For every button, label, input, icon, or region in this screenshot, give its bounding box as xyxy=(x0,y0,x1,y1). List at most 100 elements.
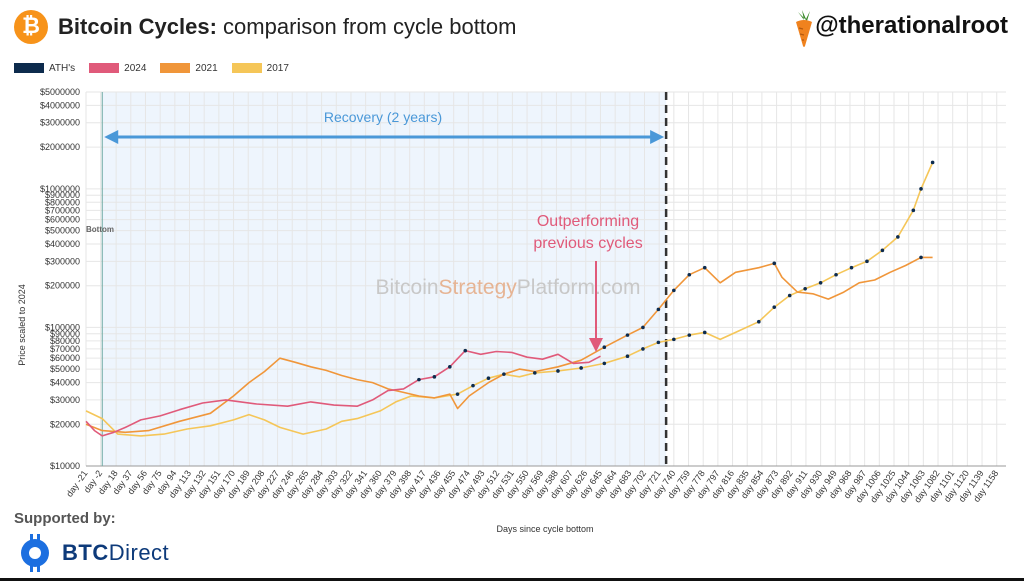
ath-marker xyxy=(625,354,630,358)
ath-markers xyxy=(417,160,935,396)
recovery-label: Recovery (2 years) xyxy=(324,109,442,125)
ath-marker xyxy=(787,293,792,298)
recovery-region xyxy=(102,92,667,466)
ath-marker xyxy=(834,272,838,277)
ath-marker xyxy=(702,330,707,335)
ath-marker xyxy=(911,208,916,213)
y-tick-label: $1000000 xyxy=(40,184,80,194)
y-tick-label: $10000 xyxy=(50,461,80,471)
y-tick-label: $4000000 xyxy=(40,100,80,110)
bottom-label: Bottom xyxy=(86,225,114,234)
ath-marker xyxy=(656,340,661,345)
series-line-2024 xyxy=(85,349,601,437)
outperforming-label-2: previous cycles xyxy=(533,235,642,252)
title-bold: Bitcoin Cycles: xyxy=(58,14,217,39)
carrot-icon xyxy=(796,10,812,47)
ath-marker xyxy=(502,372,506,376)
title-rest: comparison from cycle bottom xyxy=(216,14,517,39)
legend-swatch xyxy=(160,63,191,73)
y-axis-title: Price scaled to 2024 xyxy=(17,284,27,366)
ath-marker xyxy=(448,364,452,369)
y-tick-label: $600000 xyxy=(45,215,80,225)
outperforming-arrow-head xyxy=(589,338,603,352)
ath-marker xyxy=(702,265,707,270)
y-tick-label: $500000 xyxy=(45,226,80,236)
btc-direct-logo-icon xyxy=(21,534,49,572)
ath-marker xyxy=(602,361,607,366)
ath-marker xyxy=(641,325,645,330)
y-tick-label: $200000 xyxy=(45,281,80,291)
chart-grid xyxy=(85,91,1006,467)
ath-marker xyxy=(687,272,692,277)
ath-marker xyxy=(919,187,923,191)
ath-marker xyxy=(803,287,807,291)
bitcoin-logo-icon: ₿ xyxy=(14,10,48,44)
ath-marker xyxy=(818,280,823,285)
y-tick-label: $50000 xyxy=(50,364,80,374)
ath-marker xyxy=(865,259,869,264)
ath-marker xyxy=(417,377,421,382)
legend-item-2017[interactable]: 2017 xyxy=(231,62,289,74)
y-tick-label: $2000000 xyxy=(40,142,80,152)
legend-label: 2021 xyxy=(195,62,218,74)
ath-marker xyxy=(772,261,777,266)
outperforming-label: Outperforming xyxy=(537,213,639,230)
y-tick-label: $80000 xyxy=(50,336,80,346)
y-tick-label: $100000 xyxy=(45,322,80,332)
y-tick-label: $400000 xyxy=(45,239,80,249)
ath-marker xyxy=(919,255,923,260)
brand-rest: Direct xyxy=(108,540,170,565)
ath-marker xyxy=(880,248,885,253)
btc-direct-brand: BTCDirect xyxy=(62,540,169,566)
ath-marker xyxy=(641,347,645,351)
ath-marker xyxy=(757,319,761,324)
y-tick-label: $70000 xyxy=(50,344,80,354)
legend-label: ATH's xyxy=(49,62,76,74)
legend-item-2021[interactable]: 2021 xyxy=(160,62,218,74)
ath-marker xyxy=(579,366,583,370)
ath-marker xyxy=(556,369,560,373)
legend-swatch xyxy=(231,63,262,73)
y-tick-label: $60000 xyxy=(50,353,80,363)
y-tick-label: $5000000 xyxy=(40,87,80,97)
legend-item-2024[interactable]: 2024 xyxy=(89,63,146,74)
legend-swatch xyxy=(89,63,120,73)
ath-marker xyxy=(432,375,437,379)
y-tick-label: $90000 xyxy=(50,329,80,339)
x-axis-title: Days since cycle bottom xyxy=(496,524,593,534)
y-tick-label: $900000 xyxy=(45,190,80,200)
ath-marker xyxy=(471,383,475,388)
header: ₿ Bitcoin Cycles: comparison from cycle … xyxy=(0,0,1024,56)
y-tick-label: $300000 xyxy=(45,256,80,266)
chart-annotations: BitcoinStrategyPlatform.com Recovery (2 … xyxy=(17,109,665,534)
legend-swatch xyxy=(14,63,44,73)
ath-marker xyxy=(463,348,468,353)
ath-marker xyxy=(849,265,854,270)
ath-marker xyxy=(672,337,676,342)
brand-bold: BTC xyxy=(62,540,109,565)
ath-marker xyxy=(772,305,777,309)
ath-marker xyxy=(930,160,935,165)
legend-label: 2024 xyxy=(124,62,147,74)
ath-marker xyxy=(625,333,630,337)
recovery-arrow-left-head xyxy=(104,130,119,144)
ath-marker xyxy=(486,376,491,381)
y-tick-label: $40000 xyxy=(50,378,80,388)
ath-marker xyxy=(656,307,661,312)
bottom-divider xyxy=(0,578,1024,581)
page-title: Bitcoin Cycles: comparison from cycle bo… xyxy=(58,14,516,40)
legend-label: 2017 xyxy=(266,62,289,74)
legend-item-aths[interactable]: ATH's xyxy=(14,63,75,74)
y-tick-label: $3000000 xyxy=(40,118,80,128)
ath-marker xyxy=(602,345,607,349)
y-tick-label: $20000 xyxy=(50,419,80,429)
supported-by-label: Supported by: xyxy=(14,510,116,527)
y-tick-label: $700000 xyxy=(45,205,80,215)
legend: ATH's 2024 2021 2017 xyxy=(14,60,303,76)
ath-marker xyxy=(687,333,692,337)
ath-marker xyxy=(896,235,900,239)
ath-marker xyxy=(532,371,537,375)
y-tick-label: $800000 xyxy=(45,197,80,207)
chart-background xyxy=(102,92,667,466)
